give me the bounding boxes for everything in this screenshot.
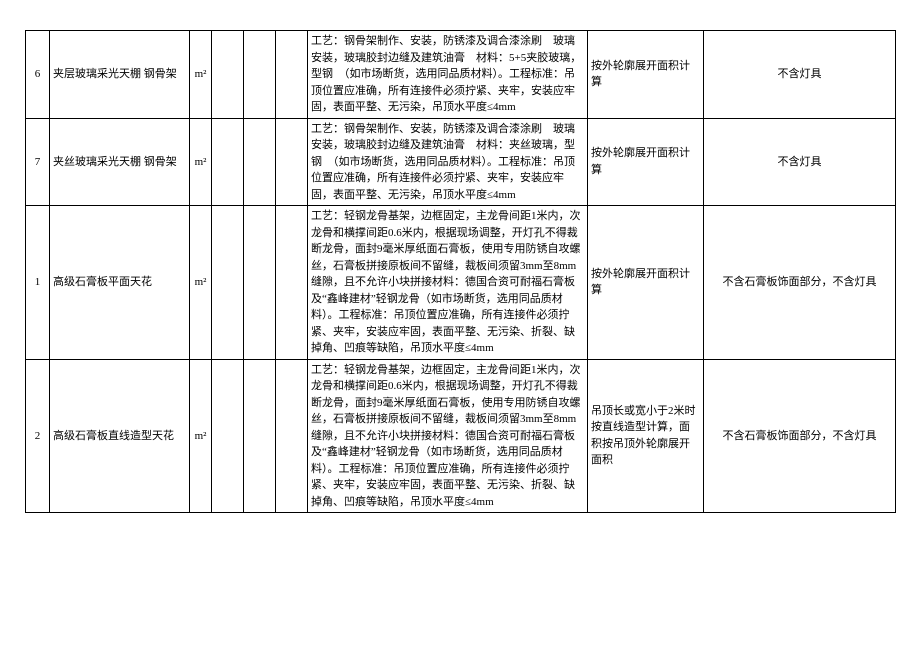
cell-c3	[212, 118, 244, 206]
cell-unit: m²	[190, 118, 212, 206]
cell-name: 夹丝玻璃采光天棚 钢骨架	[50, 118, 190, 206]
cell-c3	[212, 359, 244, 513]
table-row: 1 高级石膏板平面天花 m² 工艺：轻钢龙骨基架，边框固定，主龙骨间距1米内，次…	[26, 206, 896, 360]
spec-table: 6 夹层玻璃采光天棚 钢骨架 m² 工艺：钢骨架制作、安装，防锈漆及调合漆涂刷 …	[25, 30, 896, 513]
cell-no: 7	[26, 118, 50, 206]
cell-c4	[244, 31, 276, 119]
cell-calc: 吊顶长或宽小于2米时按直线造型计算，面积按吊顶外轮廓展开面积	[588, 359, 704, 513]
cell-calc: 按外轮廓展开面积计算	[588, 31, 704, 119]
cell-c5	[276, 359, 308, 513]
table-row: 6 夹层玻璃采光天棚 钢骨架 m² 工艺：钢骨架制作、安装，防锈漆及调合漆涂刷 …	[26, 31, 896, 119]
cell-c3	[212, 31, 244, 119]
cell-desc: 工艺：钢骨架制作、安装，防锈漆及调合漆涂刷 玻璃安装，玻璃胶封边缝及建筑油膏 材…	[308, 118, 588, 206]
cell-calc: 按外轮廓展开面积计算	[588, 206, 704, 360]
cell-unit: m²	[190, 206, 212, 360]
cell-name: 高级石膏板直线造型天花	[50, 359, 190, 513]
cell-note: 不含灯具	[704, 118, 896, 206]
cell-note: 不含灯具	[704, 31, 896, 119]
cell-name: 高级石膏板平面天花	[50, 206, 190, 360]
cell-c4	[244, 118, 276, 206]
cell-no: 2	[26, 359, 50, 513]
cell-c5	[276, 118, 308, 206]
table-row: 2 高级石膏板直线造型天花 m² 工艺：轻钢龙骨基架，边框固定，主龙骨间距1米内…	[26, 359, 896, 513]
cell-unit: m²	[190, 359, 212, 513]
cell-calc: 按外轮廓展开面积计算	[588, 118, 704, 206]
cell-c4	[244, 359, 276, 513]
cell-desc: 工艺：钢骨架制作、安装，防锈漆及调合漆涂刷 玻璃安装，玻璃胶封边缝及建筑油膏 材…	[308, 31, 588, 119]
cell-desc: 工艺：轻钢龙骨基架，边框固定，主龙骨间距1米内，次龙骨和横撑间距0.6米内，根据…	[308, 206, 588, 360]
cell-desc: 工艺：轻钢龙骨基架，边框固定，主龙骨间距1米内，次龙骨和横撑间距0.6米内，根据…	[308, 359, 588, 513]
cell-no: 1	[26, 206, 50, 360]
cell-no: 6	[26, 31, 50, 119]
cell-note: 不含石膏板饰面部分，不含灯具	[704, 206, 896, 360]
cell-c5	[276, 31, 308, 119]
cell-c3	[212, 206, 244, 360]
cell-note: 不含石膏板饰面部分，不含灯具	[704, 359, 896, 513]
cell-name: 夹层玻璃采光天棚 钢骨架	[50, 31, 190, 119]
cell-c4	[244, 206, 276, 360]
cell-unit: m²	[190, 31, 212, 119]
table-row: 7 夹丝玻璃采光天棚 钢骨架 m² 工艺：钢骨架制作、安装，防锈漆及调合漆涂刷 …	[26, 118, 896, 206]
cell-c5	[276, 206, 308, 360]
